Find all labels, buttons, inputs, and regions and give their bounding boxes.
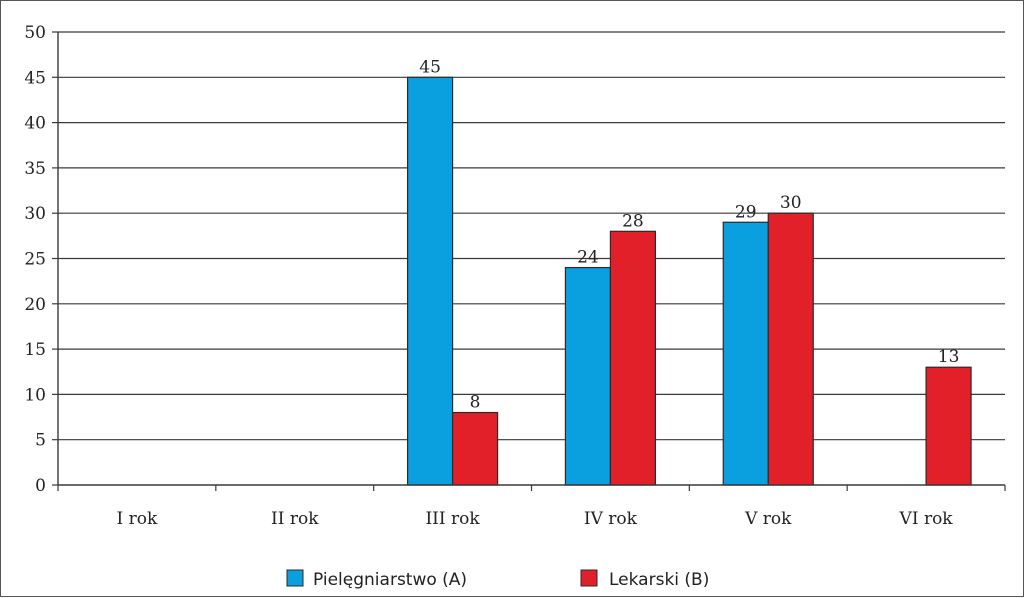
x-category-label: VI rok bbox=[899, 509, 954, 529]
y-tick-label: 25 bbox=[24, 250, 46, 270]
data-label: 8 bbox=[470, 393, 481, 413]
x-category-label: II rok bbox=[271, 509, 319, 529]
bar-pielegniarstwo bbox=[722, 221, 769, 486]
y-axis-ticks: 0 5 10 15 20 25 30 35 40 45 50 bbox=[24, 23, 58, 496]
x-axis-ticks: I rok II rok III rok IV rok V rok VI rok bbox=[57, 485, 1006, 529]
y-tick-label: 10 bbox=[24, 385, 46, 405]
bar-pielegniarstwo bbox=[406, 76, 454, 486]
legend-swatch bbox=[286, 569, 304, 587]
x-category-label: V rok bbox=[744, 509, 792, 529]
data-label: 13 bbox=[938, 347, 960, 367]
y-tick-label: 45 bbox=[24, 68, 46, 88]
x-category-label: III rok bbox=[425, 509, 480, 529]
legend-item: Lekarski (B) bbox=[580, 569, 709, 590]
data-label: 45 bbox=[419, 57, 441, 77]
x-category-label: IV rok bbox=[584, 509, 638, 529]
legend: Pielęgniarstwo (A) Lekarski (B) bbox=[286, 569, 709, 590]
y-tick-label: 0 bbox=[35, 476, 46, 496]
legend-label: Pielęgniarstwo (A) bbox=[313, 570, 467, 590]
bars bbox=[406, 76, 972, 486]
bar-lekarski bbox=[451, 411, 499, 486]
data-label: 28 bbox=[622, 211, 644, 231]
y-tick-label: 40 bbox=[24, 114, 46, 134]
data-label: 30 bbox=[780, 193, 802, 213]
data-label: 29 bbox=[735, 202, 757, 222]
data-label: 24 bbox=[577, 248, 599, 268]
y-tick-label: 50 bbox=[24, 23, 46, 43]
y-tick-label: 35 bbox=[24, 159, 46, 179]
bar-lekarski bbox=[767, 212, 814, 486]
data-labels: 45 8 24 28 29 30 13 bbox=[419, 57, 959, 412]
bar-pielegniarstwo bbox=[564, 266, 612, 486]
y-tick-label: 15 bbox=[24, 340, 46, 360]
bar-lekarski bbox=[609, 230, 657, 486]
legend-swatch bbox=[580, 569, 598, 587]
bar-lekarski bbox=[925, 366, 972, 486]
legend-item: Pielęgniarstwo (A) bbox=[286, 569, 467, 590]
y-tick-label: 20 bbox=[24, 295, 46, 315]
legend-label: Lekarski (B) bbox=[609, 570, 709, 590]
y-tick-label: 5 bbox=[35, 431, 46, 451]
x-category-label: I rok bbox=[117, 509, 158, 529]
y-tick-label: 30 bbox=[24, 204, 46, 224]
gridlines bbox=[58, 31, 1005, 441]
